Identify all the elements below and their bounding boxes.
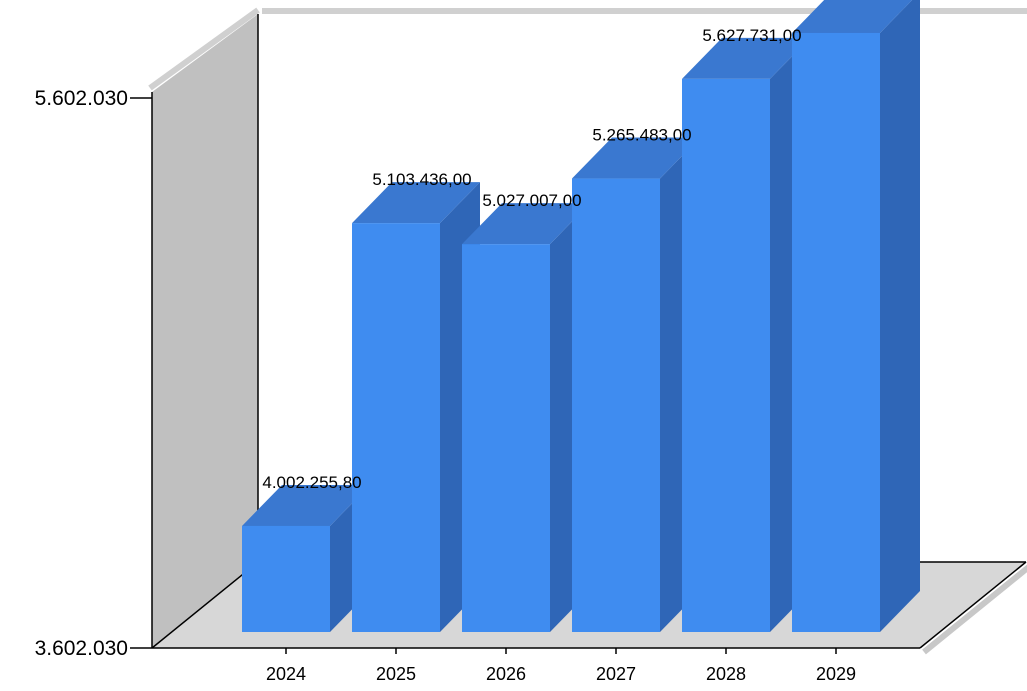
bar bbox=[242, 484, 370, 632]
bar-top bbox=[572, 137, 700, 179]
bar-top bbox=[462, 203, 590, 245]
y-axis: 3.602.030 5.602.030 bbox=[35, 87, 153, 660]
x-tick-label: 2026 bbox=[486, 664, 526, 684]
bar-side bbox=[880, 0, 920, 632]
data-label: 4.002.255,80 bbox=[262, 473, 361, 492]
bar-front bbox=[792, 32, 880, 632]
bar-top bbox=[792, 0, 913, 33]
floor-left-edge bbox=[151, 561, 259, 649]
floor-right-axis-edge bbox=[919, 561, 1027, 649]
floor-right-edge bbox=[922, 564, 1027, 655]
bar-front bbox=[242, 525, 330, 632]
x-axis: 2024 2025 2026 2027 2028 2029 bbox=[152, 647, 920, 684]
data-label: 5.627.731,00 bbox=[702, 26, 801, 45]
bar bbox=[682, 37, 810, 632]
data-label: 5.027.007,00 bbox=[482, 191, 581, 210]
side-wall-top-edge bbox=[148, 7, 260, 91]
bar-front bbox=[352, 223, 440, 632]
data-labels: 4.002.255,80 5.103.436,00 5.027.007,00 5.26… bbox=[262, 26, 801, 492]
x-tick-label: 2024 bbox=[266, 664, 306, 684]
bar-front bbox=[462, 244, 550, 632]
data-label: 5.103.436,00 bbox=[372, 170, 471, 189]
bar bbox=[572, 137, 700, 633]
data-label: 5.265.483,00 bbox=[592, 126, 691, 145]
x-tick-label: 2029 bbox=[816, 664, 856, 684]
bar-top bbox=[682, 37, 810, 79]
y-tick-label: 3.602.030 bbox=[35, 637, 128, 660]
bar bbox=[462, 203, 590, 632]
x-tick-label: 2028 bbox=[706, 664, 746, 684]
bars bbox=[242, 0, 920, 633]
bar-front bbox=[572, 178, 660, 633]
y-tick-label: 5.602.030 bbox=[35, 87, 128, 110]
x-tick-label: 2025 bbox=[376, 664, 416, 684]
bar-front bbox=[682, 78, 770, 632]
bar-top bbox=[242, 484, 370, 526]
bar-top bbox=[352, 182, 480, 224]
side-wall bbox=[152, 14, 258, 648]
bar bbox=[792, 0, 920, 632]
bar bbox=[352, 182, 480, 633]
x-tick-label: 2027 bbox=[596, 664, 636, 684]
